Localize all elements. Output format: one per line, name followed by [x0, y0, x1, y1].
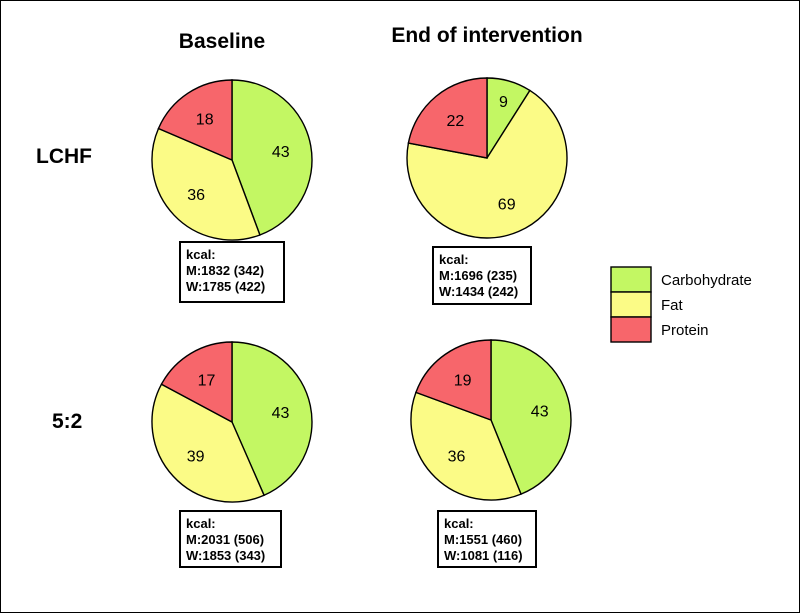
slice-label-fat: 69 — [498, 197, 516, 214]
kcal-line: M:1696 (235) — [439, 268, 517, 283]
slice-carbohydrate — [231, 79, 313, 236]
slice-label-protein: 19 — [454, 372, 472, 389]
legend-swatch-protein — [610, 316, 652, 343]
slice-carbohydrate — [490, 339, 572, 496]
kcal-line: W:1434 (242) — [439, 284, 518, 299]
kcal-box — [437, 510, 537, 568]
kcal-title: kcal: — [186, 247, 216, 262]
slice-protein — [157, 79, 233, 162]
slice-protein — [160, 341, 233, 424]
kcal-line: W:1853 (343) — [186, 548, 265, 563]
legend-label-fat: Fat — [661, 297, 684, 314]
slice-label-carbohydrate: 9 — [499, 94, 508, 111]
slice-label-carbohydrate: 43 — [272, 405, 290, 422]
kcal-title: kcal: — [439, 252, 469, 267]
slice-carbohydrate — [231, 341, 313, 497]
slice-fat — [410, 391, 522, 501]
kcal-line: W:1785 (422) — [186, 279, 265, 294]
row-label-lchf: LCHF — [36, 145, 92, 168]
slice-protein — [407, 77, 488, 159]
legend-item-protein: Protein — [610, 316, 709, 343]
slice-label-fat: 36 — [448, 449, 466, 466]
legend-swatch-carbohydrate — [610, 266, 652, 293]
legend-item-fat: Fat — [610, 291, 684, 318]
pie-5-2-baseline: 43 39 17 kcal:M:2031 (506)W:1853 (343) — [151, 341, 313, 568]
kcal-title: kcal: — [186, 516, 216, 531]
pie-lchf-end-of-intervention: 9 69 22 kcal:M:1696 (235)W:1434 (242) — [406, 77, 568, 305]
slice-label-carbohydrate: 43 — [531, 404, 549, 421]
slice-protein — [415, 339, 492, 422]
kcal-title: kcal: — [444, 516, 474, 531]
kcal-box — [179, 241, 285, 303]
kcal-line: M:2031 (506) — [186, 532, 264, 547]
legend-label-protein: Protein — [661, 322, 709, 339]
slice-label-carbohydrate: 43 — [272, 144, 290, 161]
pie-lchf-baseline: 43 36 18 kcal:M:1832 (342)W:1785 (422) — [151, 79, 313, 303]
slice-label-protein: 22 — [447, 113, 465, 130]
slice-label-protein: 17 — [198, 372, 216, 389]
legend-label-carbohydrate: Carbohydrate — [661, 272, 752, 289]
kcal-line: W:1081 (116) — [444, 548, 523, 563]
kcal-box — [432, 246, 532, 305]
row-label-5-2: 5:2 — [52, 410, 82, 433]
legend-item-carbohydrate: Carbohydrate — [610, 266, 752, 293]
slice-fat — [406, 89, 568, 239]
pie-5-2-end-of-intervention: 43 36 19 kcal:M:1551 (460)W:1081 (116) — [410, 339, 572, 568]
legend: Carbohydrate Fat Protein — [610, 266, 752, 343]
slice-label-fat: 39 — [187, 449, 205, 466]
slice-label-protein: 18 — [196, 112, 214, 129]
column-header-baseline: Baseline — [179, 30, 265, 53]
legend-swatch-fat — [610, 291, 652, 318]
kcal-line: M:1832 (342) — [186, 263, 264, 278]
slice-fat — [151, 127, 261, 241]
kcal-line: M:1551 (460) — [444, 532, 522, 547]
slice-fat — [151, 383, 265, 503]
slice-label-fat: 36 — [187, 187, 205, 204]
column-header-end-of-intervention: End of intervention — [391, 24, 582, 47]
kcal-box — [179, 510, 282, 568]
